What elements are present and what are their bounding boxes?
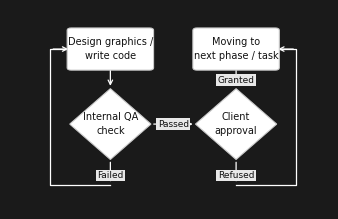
Text: Failed: Failed <box>97 171 124 180</box>
Text: Moving to
next phase / task: Moving to next phase / task <box>194 37 279 61</box>
Text: Internal QA
check: Internal QA check <box>83 113 138 136</box>
Text: Design graphics /
write code: Design graphics / write code <box>68 37 153 61</box>
Text: Granted: Granted <box>218 76 255 85</box>
Text: Passed: Passed <box>158 120 189 129</box>
Polygon shape <box>195 89 277 159</box>
Text: Refused: Refused <box>218 171 254 180</box>
Polygon shape <box>70 89 151 159</box>
FancyBboxPatch shape <box>67 28 153 70</box>
FancyBboxPatch shape <box>193 28 279 70</box>
Text: Client
approval: Client approval <box>215 113 258 136</box>
